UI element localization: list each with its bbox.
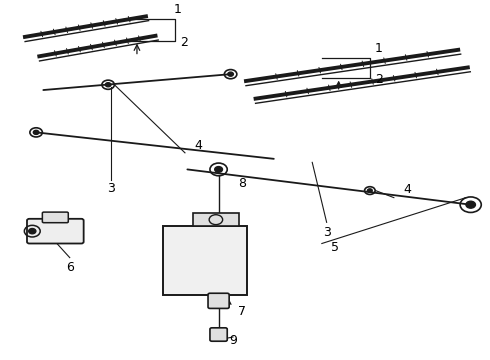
Text: 4: 4	[195, 139, 202, 152]
Text: 8: 8	[238, 177, 246, 190]
Circle shape	[29, 229, 36, 234]
Circle shape	[466, 201, 475, 208]
Bar	[193, 213, 239, 226]
Text: 5: 5	[331, 240, 340, 253]
Circle shape	[368, 189, 372, 192]
Text: 1: 1	[375, 42, 383, 55]
Circle shape	[33, 130, 39, 134]
Text: 7: 7	[238, 305, 246, 318]
FancyBboxPatch shape	[42, 212, 68, 223]
Text: 2: 2	[180, 36, 188, 49]
Bar	[163, 226, 247, 294]
Text: 3: 3	[323, 226, 331, 239]
FancyBboxPatch shape	[210, 328, 227, 341]
Text: 9: 9	[229, 334, 237, 347]
FancyBboxPatch shape	[27, 219, 84, 243]
FancyBboxPatch shape	[208, 293, 229, 309]
Text: 2: 2	[375, 73, 383, 86]
Text: 1: 1	[174, 3, 182, 16]
Text: 4: 4	[403, 183, 411, 196]
Circle shape	[228, 72, 233, 76]
Circle shape	[105, 83, 111, 87]
Text: 6: 6	[66, 261, 74, 274]
Circle shape	[215, 167, 222, 172]
Text: 3: 3	[107, 182, 115, 195]
